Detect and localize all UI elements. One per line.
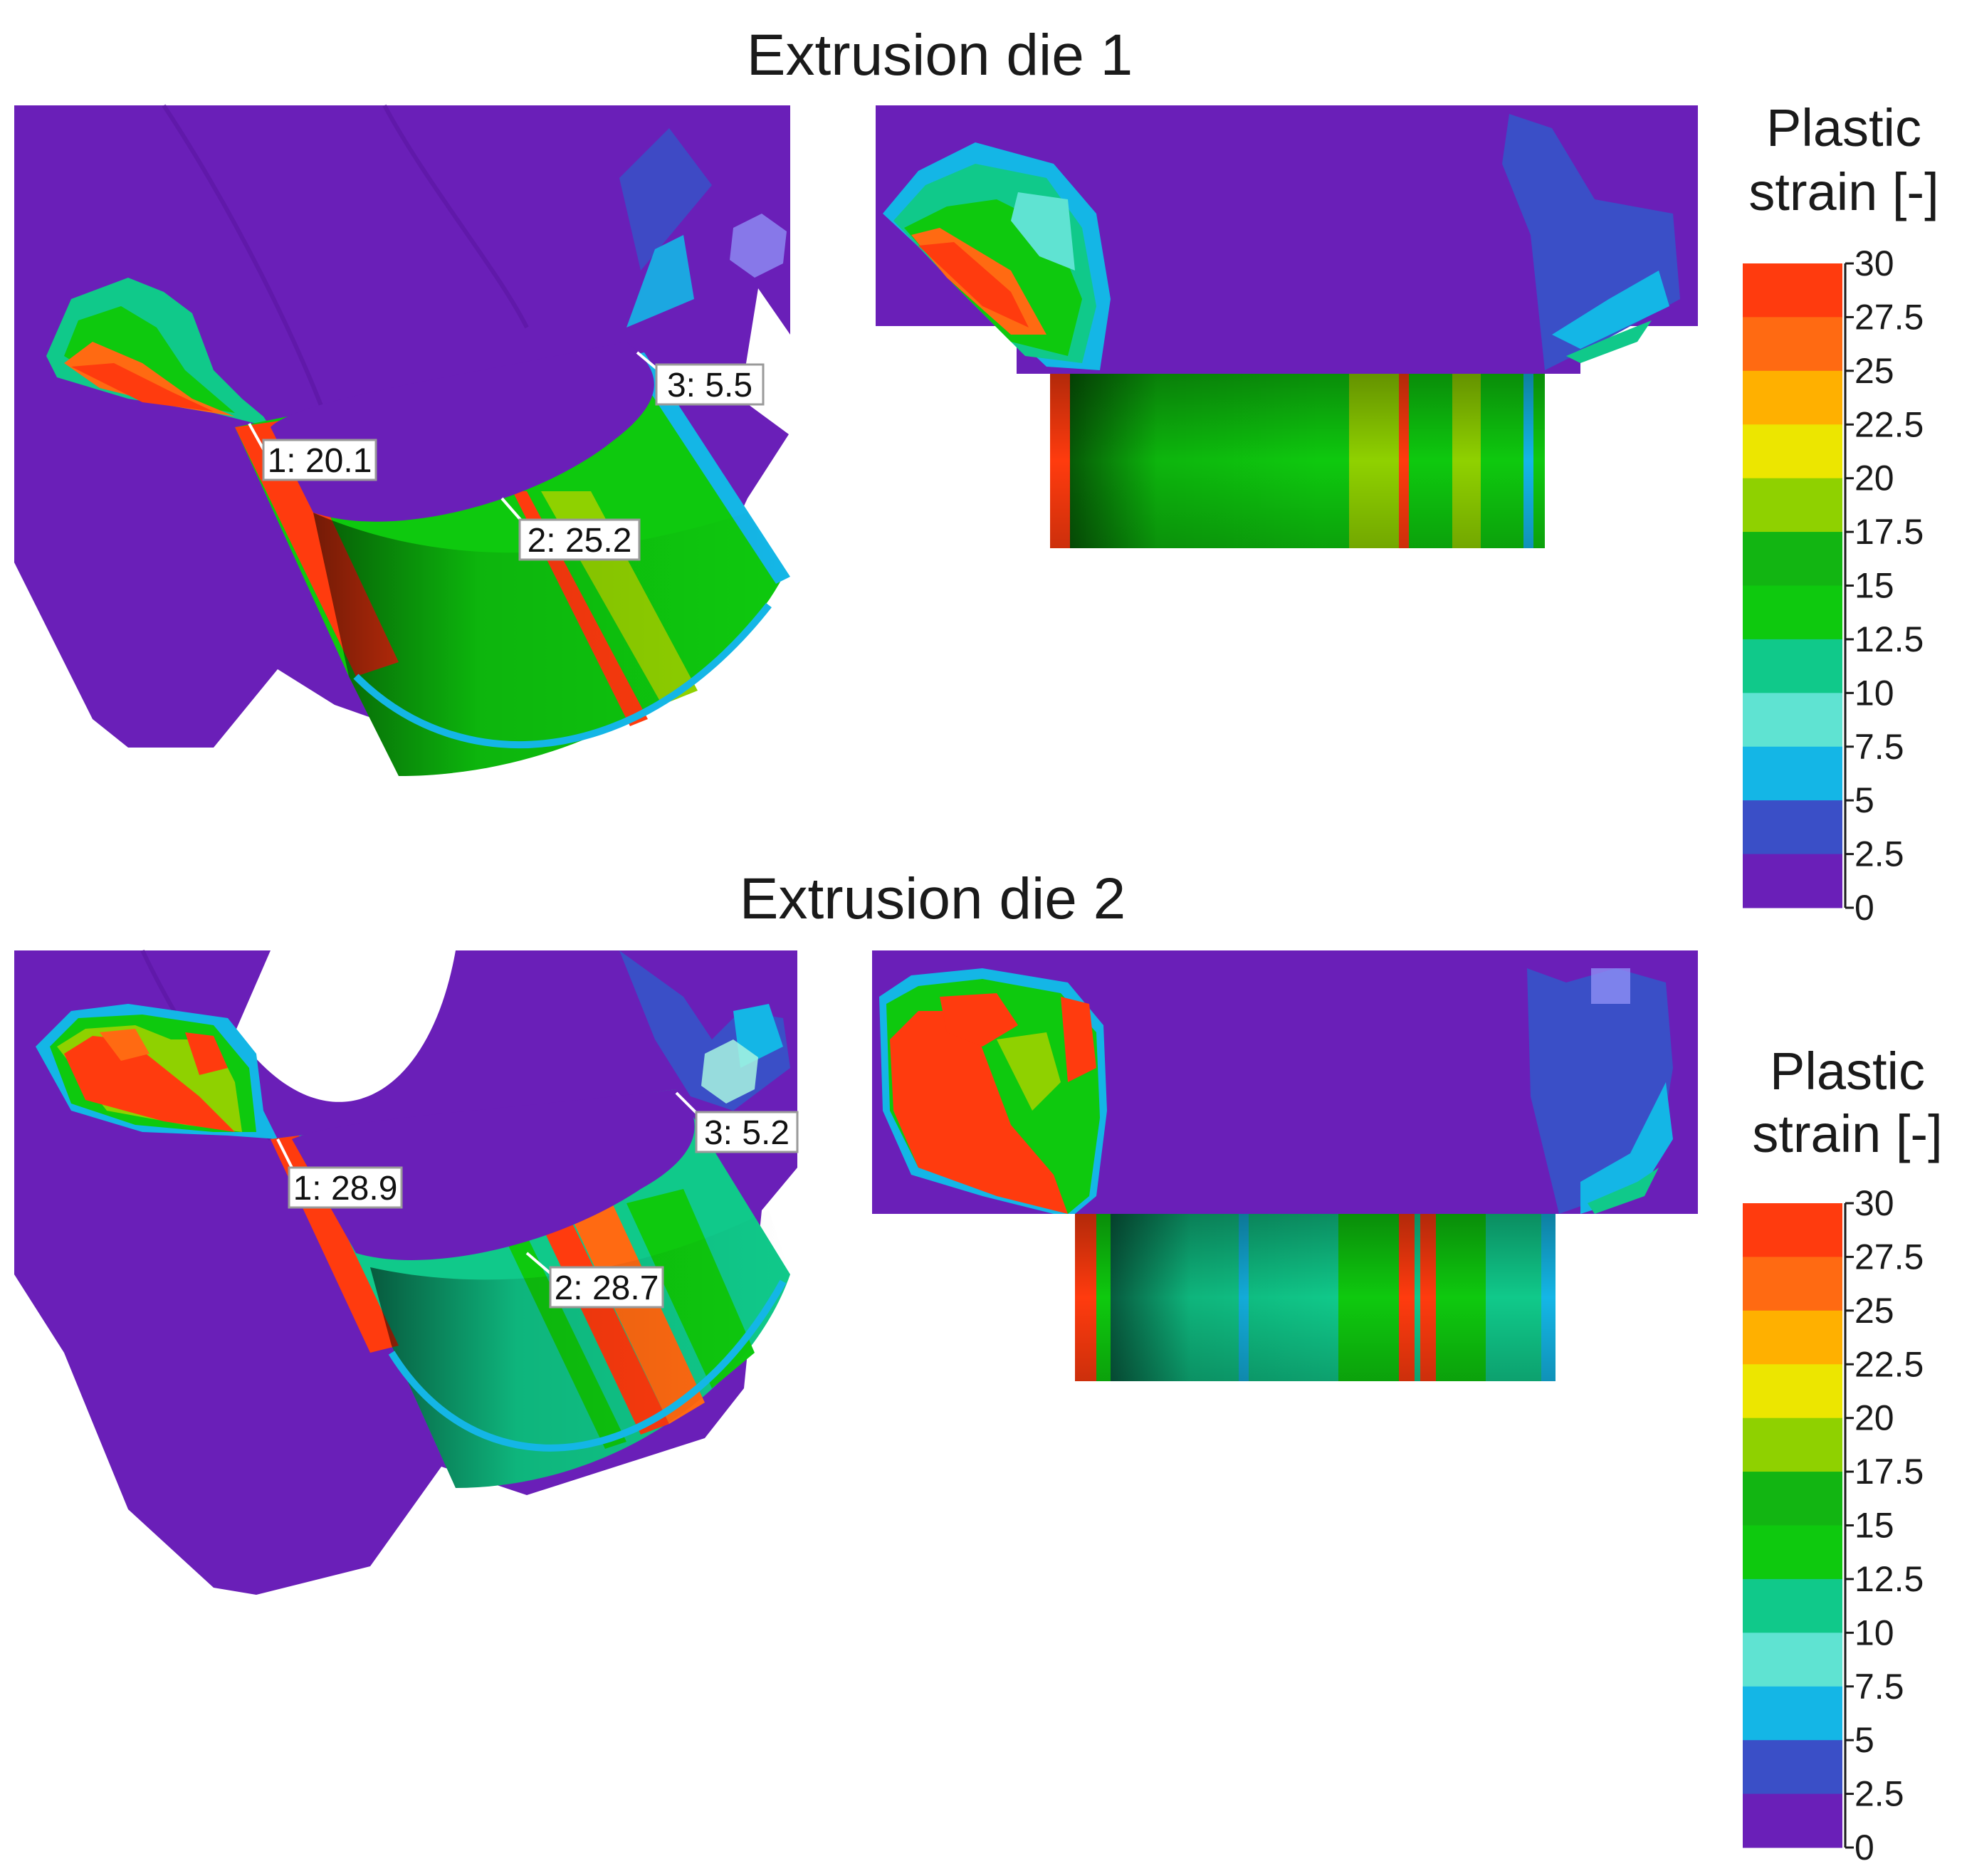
legend-1-band-11 — [1743, 854, 1842, 908]
legend-2-tick-label-9: 7.5 — [1855, 1667, 1904, 1707]
probe-1-die-1: 1: 20.1 — [248, 423, 377, 481]
legend-1-tick-label-4: 20 — [1855, 458, 1894, 498]
svg-text:2: 25.2: 2: 25.2 — [528, 522, 632, 560]
legend-1-band-8 — [1743, 693, 1842, 748]
legend-2-title-line2: strain [-] — [1752, 1104, 1942, 1163]
legend-2-title-line1: Plastic — [1770, 1042, 1925, 1101]
legend-1-tick-label-10: 5 — [1855, 780, 1874, 820]
legend-2-band-4 — [1743, 1418, 1842, 1472]
colorbar-legend-2: Plastic strain [-] 30 27.5 25 22.5 20 17.5 15 1… — [1743, 1042, 1943, 1867]
legend-1-band-9 — [1743, 746, 1842, 801]
legend-2-band-5 — [1743, 1472, 1842, 1526]
svg-text:1: 28.9: 1: 28.9 — [293, 1170, 398, 1207]
die-2-section-view — [872, 950, 1698, 1381]
legend-2-band-6 — [1743, 1525, 1842, 1580]
legend-1-tick-label-11: 2.5 — [1855, 834, 1904, 874]
probe-3-die-1: 3: 5.5 — [636, 351, 765, 406]
legend-1-band-2 — [1743, 370, 1842, 425]
legend-2-tick-label-10: 5 — [1855, 1720, 1874, 1760]
legend-2-tick-label-0: 30 — [1855, 1183, 1894, 1223]
legend-1-tick-label-5: 17.5 — [1855, 512, 1924, 552]
legend-2-band-7 — [1743, 1578, 1842, 1633]
legend-1-title-line2: strain [-] — [1748, 162, 1939, 221]
legend-2-tick-label-5: 17.5 — [1855, 1452, 1924, 1492]
legend-1-title-line1: Plastic — [1766, 98, 1921, 157]
probe-3-die-2: 3: 5.2 — [675, 1091, 799, 1153]
legend-2-band-0 — [1743, 1203, 1842, 1257]
legend-1-band-0 — [1743, 263, 1842, 318]
legend-1-tick-label-0: 30 — [1855, 243, 1894, 283]
legend-1-band-3 — [1743, 424, 1842, 479]
legend-2-tick-label-7: 12.5 — [1855, 1559, 1924, 1599]
legend-1-band-6 — [1743, 585, 1842, 640]
legend-1-tick-label-7: 12.5 — [1855, 619, 1924, 659]
svg-text:3: 5.5: 3: 5.5 — [667, 367, 752, 404]
probe-1-die-2: 1: 28.9 — [276, 1138, 403, 1209]
legend-2-tick-label-6: 15 — [1855, 1506, 1894, 1546]
legend-2-tick-label-4: 20 — [1855, 1398, 1894, 1438]
svg-text:1: 20.1: 1: 20.1 — [268, 442, 372, 480]
die-1-section-view — [876, 105, 1698, 548]
legend-1-band-7 — [1743, 639, 1842, 693]
legend-2-band-3 — [1743, 1364, 1842, 1419]
legend-2-band-8 — [1743, 1633, 1842, 1687]
legend-2-tick-label-11: 2.5 — [1855, 1774, 1904, 1814]
legend-2-tick-label-2: 25 — [1855, 1291, 1894, 1331]
legend-2-band-10 — [1743, 1740, 1842, 1795]
panel-title-die-1: Extrusion die 1 — [747, 23, 1133, 88]
legend-1-band-4 — [1743, 478, 1842, 533]
probe-2-die-1: 2: 25.2 — [500, 497, 641, 561]
die-1-isometric-view — [14, 104, 790, 776]
legend-1-band-10 — [1743, 800, 1842, 855]
legend-2-band-2 — [1743, 1310, 1842, 1365]
legend-2-band-11 — [1743, 1793, 1842, 1848]
legend-2-band-9 — [1743, 1686, 1842, 1741]
legend-2-band-1 — [1743, 1257, 1842, 1311]
legend-2-tick-label-12: 0 — [1855, 1828, 1874, 1867]
legend-1-band-1 — [1743, 317, 1842, 372]
legend-1-band-5 — [1743, 532, 1842, 586]
probe-2-die-2: 2: 28.7 — [525, 1252, 664, 1309]
die-2-isometric-view — [14, 949, 797, 1595]
legend-2-tick-label-3: 22.5 — [1855, 1344, 1924, 1384]
legend-1-tick-label-12: 0 — [1855, 888, 1874, 928]
svg-text:2: 28.7: 2: 28.7 — [555, 1269, 659, 1307]
legend-1-tick-label-3: 22.5 — [1855, 404, 1924, 444]
panel-title-die-2: Extrusion die 2 — [740, 866, 1126, 931]
colorbar-legend-1: Plastic strain [-] 30 27.5 25 22.5 20 17.5 15 1… — [1743, 98, 1939, 928]
legend-2-tick-label-8: 10 — [1855, 1613, 1894, 1652]
legend-2-tick-label-1: 27.5 — [1855, 1237, 1924, 1277]
legend-1-tick-label-8: 10 — [1855, 673, 1894, 713]
legend-1-tick-label-1: 27.5 — [1855, 297, 1924, 337]
legend-1-tick-label-2: 25 — [1855, 351, 1894, 391]
svg-text:3: 5.2: 3: 5.2 — [704, 1114, 789, 1152]
legend-1-tick-label-6: 15 — [1855, 566, 1894, 606]
legend-1-tick-label-9: 7.5 — [1855, 727, 1904, 767]
